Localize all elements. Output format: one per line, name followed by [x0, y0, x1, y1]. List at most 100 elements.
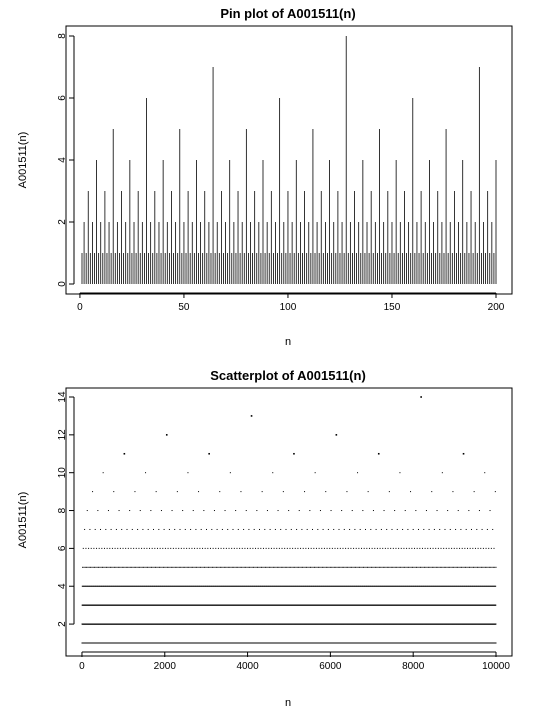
scatter-point	[101, 585, 103, 587]
scatter-point	[150, 585, 152, 587]
scatter-point	[226, 585, 228, 587]
scatter-point	[221, 528, 223, 530]
scatter-point	[179, 585, 181, 587]
scatter-point	[117, 547, 119, 549]
scatter-point	[145, 585, 147, 587]
scatter-point	[271, 585, 273, 587]
scatter-point	[208, 585, 210, 587]
scatter-point	[140, 566, 142, 568]
scatter-point	[201, 585, 203, 587]
scatter-point	[170, 566, 172, 568]
scatter-point	[212, 585, 214, 587]
scatter-point	[149, 566, 151, 568]
scatter-point	[218, 585, 220, 587]
scatter-point	[195, 585, 197, 587]
scatter-plot-title: Scatterplot of A001511(n)	[210, 368, 366, 383]
scatter-point	[230, 585, 232, 587]
scatter-point	[112, 585, 114, 587]
scatter-point	[154, 547, 156, 549]
scatter-point	[122, 585, 124, 587]
scatter-point	[266, 585, 268, 587]
scatter-point	[209, 585, 211, 587]
pin-plot-y-tick-label: 2	[57, 219, 68, 225]
scatter-point	[210, 585, 212, 587]
scatter-point	[255, 547, 257, 549]
scatter-point	[161, 585, 163, 587]
scatter-point	[270, 585, 272, 587]
scatter-point	[128, 585, 130, 587]
scatter-point	[128, 566, 130, 568]
scatter-point	[263, 585, 265, 587]
scatter-point	[182, 566, 184, 568]
scatter-point	[139, 510, 141, 512]
scatter-point	[241, 566, 243, 568]
scatter-point	[144, 585, 146, 587]
pin-plot-x-tick-label: 50	[178, 302, 190, 313]
scatter-point	[112, 585, 114, 587]
scatter-point	[245, 566, 247, 568]
scatter-point	[224, 510, 226, 512]
scatter-point	[157, 585, 159, 587]
scatter-point	[149, 585, 151, 587]
scatter-point	[170, 547, 172, 549]
scatter-point	[89, 585, 91, 587]
scatter-point	[111, 566, 113, 568]
scatter-point	[128, 585, 130, 587]
scatter-point	[206, 528, 208, 530]
scatter-point	[243, 528, 245, 530]
scatter-point	[194, 585, 196, 587]
scatter-point	[184, 528, 186, 530]
scatter-point	[206, 585, 208, 587]
scatter-point	[224, 585, 226, 587]
scatter-point	[169, 585, 171, 587]
scatter-point	[111, 547, 113, 549]
scatter-point	[149, 547, 151, 549]
scatter-point	[240, 491, 242, 493]
scatter-point	[216, 585, 218, 587]
pin-plot-x-tick-label: 150	[384, 302, 401, 313]
scatter-point	[258, 528, 260, 530]
scatter-point	[151, 585, 153, 587]
scatter-point	[231, 547, 233, 549]
scatter-point	[248, 585, 250, 587]
scatter-point	[124, 585, 126, 587]
scatter-point	[242, 585, 244, 587]
scatter-point	[130, 585, 132, 587]
scatter-point	[201, 566, 203, 568]
scatter-point	[141, 566, 143, 568]
scatter-point	[215, 585, 217, 587]
scatter-point	[259, 585, 261, 587]
scatter-point	[106, 585, 108, 587]
scatter-point	[250, 566, 252, 568]
scatter-point	[234, 585, 236, 587]
scatter-point	[84, 528, 86, 530]
scatter-point	[230, 585, 232, 587]
scatter-point	[268, 547, 270, 549]
scatter-point	[182, 510, 184, 512]
scatter-point	[176, 585, 178, 587]
scatter-point	[174, 528, 176, 530]
scatter-point	[93, 585, 95, 587]
scatter-point	[259, 585, 261, 587]
scatter-point	[227, 566, 229, 568]
scatter-point	[254, 585, 256, 587]
scatter-point	[270, 566, 272, 568]
scatter-point	[175, 585, 177, 587]
scatter-point	[243, 585, 245, 587]
scatter-point	[193, 566, 195, 568]
scatter-point	[267, 585, 269, 587]
scatter-point	[276, 547, 278, 549]
scatter-point	[258, 585, 260, 587]
scatter-point	[87, 585, 89, 587]
scatter-point	[165, 434, 168, 436]
pin-plot-x-axis-label: n	[285, 336, 291, 348]
scatter-point	[212, 585, 214, 587]
scatter-point	[168, 566, 170, 568]
scatter-point	[109, 566, 111, 568]
scatter-point	[265, 585, 267, 587]
scatter-point	[159, 585, 161, 587]
scatter-point	[218, 585, 220, 587]
scatter-point	[88, 566, 90, 568]
scatter-point	[219, 585, 221, 587]
scatter-point	[238, 585, 240, 587]
